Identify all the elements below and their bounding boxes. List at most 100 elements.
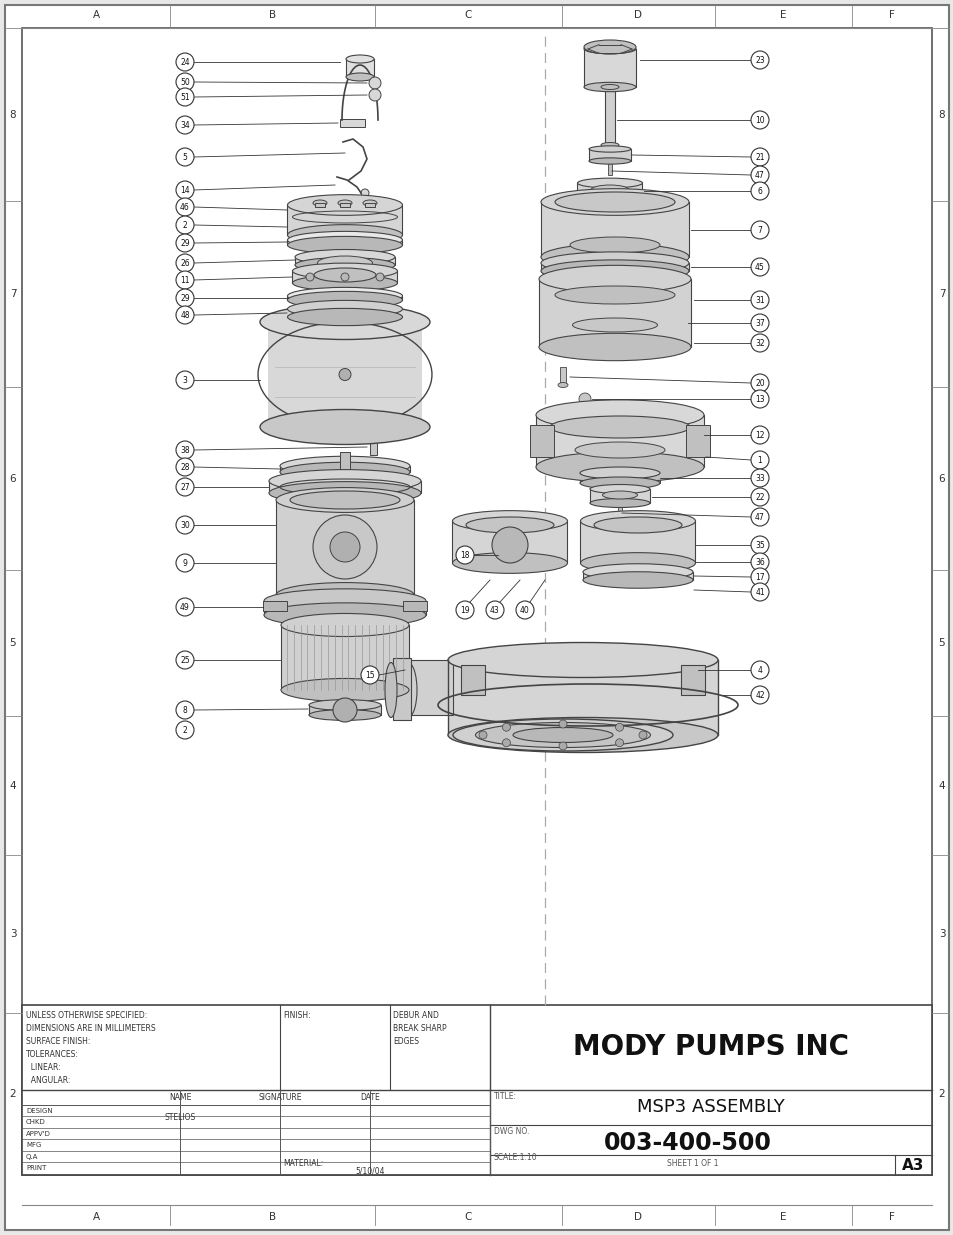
Circle shape <box>175 458 193 475</box>
Circle shape <box>750 182 768 200</box>
Ellipse shape <box>538 333 690 361</box>
Ellipse shape <box>589 499 649 508</box>
Bar <box>607 163 612 175</box>
Text: 21: 21 <box>755 152 764 162</box>
Text: 51: 51 <box>180 93 190 101</box>
Text: Q.A: Q.A <box>26 1153 38 1160</box>
Circle shape <box>750 685 768 704</box>
Ellipse shape <box>280 456 410 475</box>
Ellipse shape <box>558 383 567 388</box>
Ellipse shape <box>555 287 675 304</box>
Text: 41: 41 <box>755 588 764 597</box>
Circle shape <box>175 651 193 669</box>
Bar <box>281 625 409 690</box>
Text: FINISH:: FINISH: <box>283 1011 311 1020</box>
Bar <box>370 427 376 454</box>
Text: 48: 48 <box>180 310 190 320</box>
Text: DIMENSIONS ARE IN MILLIMETERS: DIMENSIONS ARE IN MILLIMETERS <box>26 1024 155 1032</box>
Ellipse shape <box>577 178 641 188</box>
Circle shape <box>175 721 193 739</box>
Circle shape <box>175 116 193 135</box>
Text: 19: 19 <box>459 605 469 615</box>
Circle shape <box>175 198 193 216</box>
Ellipse shape <box>287 309 402 326</box>
Bar <box>314 203 325 207</box>
Bar <box>685 425 709 457</box>
Circle shape <box>750 661 768 679</box>
Ellipse shape <box>583 40 636 54</box>
Text: MSP3 ASSEMBLY: MSP3 ASSEMBLY <box>637 1098 784 1116</box>
Circle shape <box>750 536 768 555</box>
Ellipse shape <box>452 510 567 531</box>
Text: 30: 30 <box>180 520 190 530</box>
Ellipse shape <box>287 225 402 246</box>
Text: 8: 8 <box>10 110 16 120</box>
Text: 45: 45 <box>755 263 764 272</box>
Circle shape <box>750 111 768 128</box>
Text: EDGES: EDGES <box>393 1037 418 1046</box>
Ellipse shape <box>538 266 690 293</box>
Text: 29: 29 <box>180 238 190 247</box>
Ellipse shape <box>287 288 402 305</box>
Text: 35: 35 <box>755 541 764 550</box>
Ellipse shape <box>293 263 397 279</box>
Ellipse shape <box>602 492 637 499</box>
Circle shape <box>750 314 768 332</box>
Ellipse shape <box>536 400 703 430</box>
Ellipse shape <box>275 488 414 513</box>
Circle shape <box>502 724 510 731</box>
Text: 13: 13 <box>755 394 764 404</box>
Text: A: A <box>92 1212 99 1221</box>
Bar <box>408 659 453 715</box>
Circle shape <box>485 601 503 619</box>
Text: F: F <box>888 1212 894 1221</box>
Ellipse shape <box>260 305 430 340</box>
Circle shape <box>750 508 768 526</box>
Text: 10: 10 <box>755 116 764 125</box>
Ellipse shape <box>590 185 628 195</box>
Text: 6: 6 <box>938 473 944 483</box>
Text: 12: 12 <box>755 431 764 440</box>
Circle shape <box>750 148 768 165</box>
Ellipse shape <box>313 200 327 206</box>
Text: MFG: MFG <box>26 1142 41 1149</box>
Ellipse shape <box>594 517 681 534</box>
Circle shape <box>175 148 193 165</box>
Text: 47: 47 <box>755 170 764 179</box>
Text: APPV'D: APPV'D <box>26 1131 51 1136</box>
Text: 2: 2 <box>182 221 187 230</box>
Circle shape <box>750 469 768 487</box>
Text: 3: 3 <box>182 375 187 384</box>
Text: 26: 26 <box>180 258 190 268</box>
Text: 6: 6 <box>757 186 761 195</box>
Circle shape <box>175 370 193 389</box>
Ellipse shape <box>540 243 688 270</box>
Bar <box>365 203 375 207</box>
Ellipse shape <box>287 300 402 317</box>
Text: DESIGN: DESIGN <box>26 1108 52 1114</box>
Circle shape <box>175 182 193 199</box>
Bar <box>339 452 350 472</box>
Circle shape <box>750 583 768 601</box>
Bar <box>530 425 554 457</box>
Ellipse shape <box>600 84 618 89</box>
Bar <box>263 601 287 611</box>
Circle shape <box>175 306 193 324</box>
Text: DWG NO.: DWG NO. <box>494 1128 529 1136</box>
Circle shape <box>750 291 768 309</box>
Text: BREAK SHARP: BREAK SHARP <box>393 1024 446 1032</box>
Circle shape <box>175 88 193 106</box>
Bar <box>559 367 565 385</box>
Ellipse shape <box>582 572 692 588</box>
Text: 5: 5 <box>10 638 16 648</box>
Ellipse shape <box>287 195 402 215</box>
Text: 7: 7 <box>757 226 761 235</box>
Ellipse shape <box>540 252 688 274</box>
Text: 5/10/04: 5/10/04 <box>355 1167 384 1176</box>
Text: STELIOS: STELIOS <box>164 1113 195 1121</box>
Bar <box>589 489 649 503</box>
Circle shape <box>639 731 646 739</box>
Bar <box>604 86 615 144</box>
Text: TOLERANCES:: TOLERANCES: <box>26 1050 79 1058</box>
Circle shape <box>175 73 193 91</box>
